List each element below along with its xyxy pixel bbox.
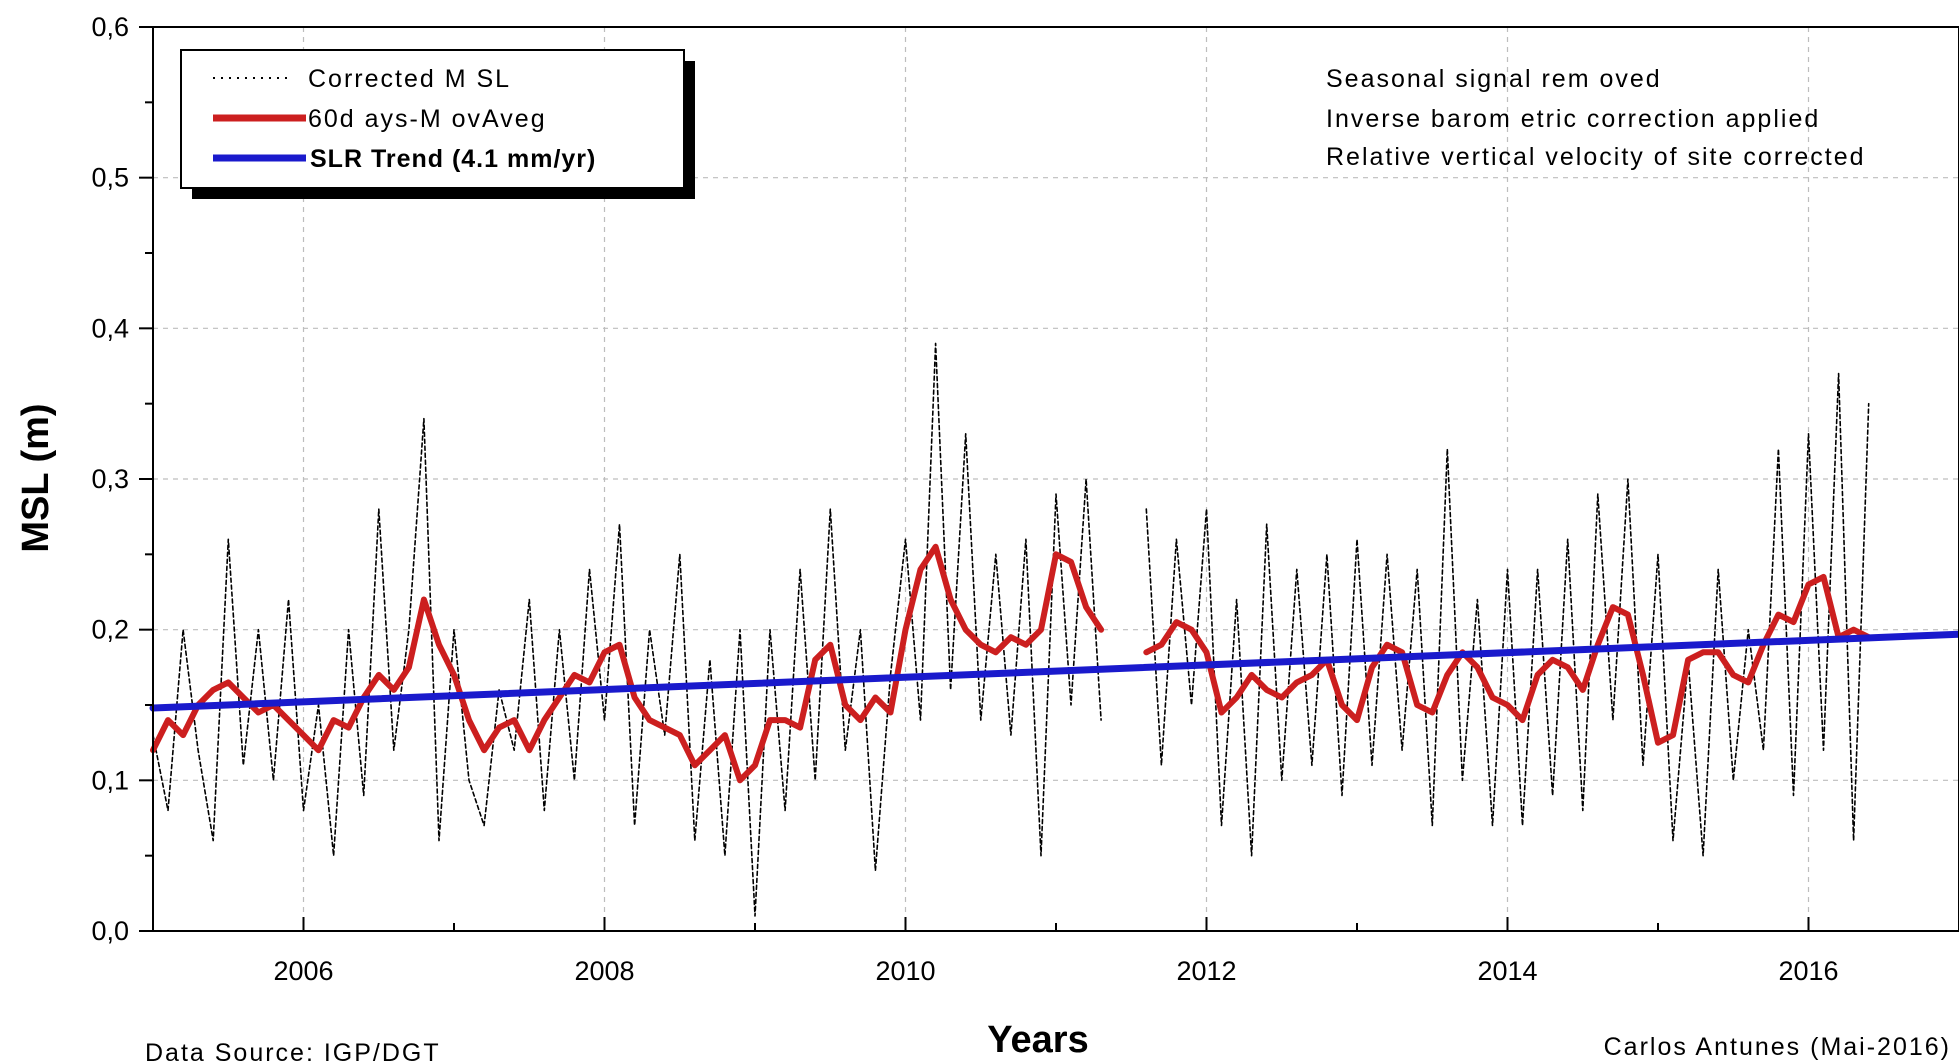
- series-1: [150, 543, 1872, 784]
- data-source-note: Data Source: IGP/DGT: [145, 1039, 441, 1061]
- legend-label-corrected-msl: Corrected M SL: [308, 65, 511, 93]
- legend: Corrected M SL 60d ays-M ovAveg SLR Tren…: [180, 49, 695, 199]
- y-tick-label-4: 0,4: [91, 313, 129, 343]
- y-tick-label-6: 0,6: [91, 12, 129, 42]
- y-axis-title: MSL (m): [15, 403, 57, 552]
- series-2: [149, 630, 1959, 712]
- series-layer: [149, 342, 1959, 917]
- annotation-vertical-velocity: Relative vertical velocity of site corre…: [1326, 143, 1866, 171]
- y-tick-label-5: 0,5: [91, 163, 129, 193]
- annotation-barometric: Inverse barom etric correction applied: [1326, 105, 1820, 133]
- x-tick-label-2012: 2012: [1176, 956, 1236, 986]
- y-tick-label-2: 0,2: [91, 615, 129, 645]
- y-tick-label-3: 0,3: [91, 464, 129, 494]
- x-tick-label-2014: 2014: [1477, 956, 1537, 986]
- x-tick-label-2006: 2006: [273, 956, 333, 986]
- author-credit: Carlos Antunes (Mai-2016): [1604, 1033, 1951, 1061]
- annotation-seasonal: Seasonal signal rem oved: [1326, 65, 1662, 93]
- legend-label-moving-average: 60d ays-M ovAveg: [308, 105, 547, 133]
- y-tick-label-1: 0,1: [91, 765, 129, 795]
- x-tick-label-2016: 2016: [1778, 956, 1838, 986]
- axes: 2006 2008 2010 2012 2014 2016 0,0 0,1 0,2 0,3 0,4 0…: [91, 12, 1959, 986]
- x-axis-title: Years: [987, 1019, 1088, 1061]
- x-tick-label-2008: 2008: [574, 956, 634, 986]
- y-tick-label-0: 0,0: [91, 916, 129, 946]
- legend-label-slr-trend: SLR Trend (4.1 mm/yr): [310, 145, 596, 173]
- x-tick-label-2010: 2010: [875, 956, 935, 986]
